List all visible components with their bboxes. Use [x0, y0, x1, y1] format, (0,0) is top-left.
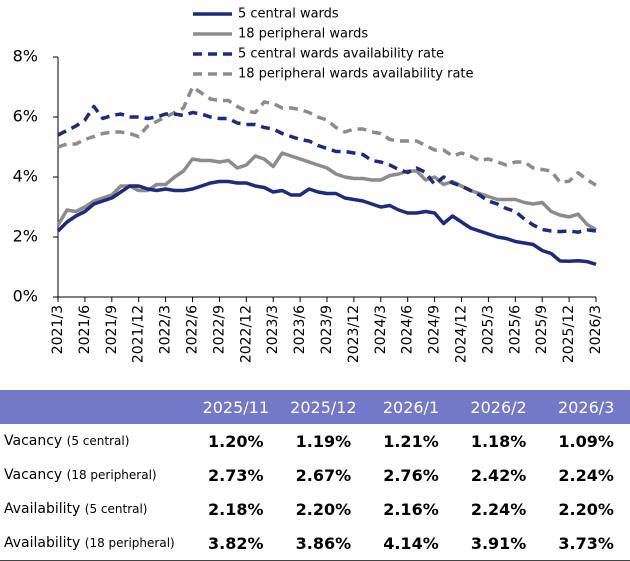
table-cell: 1.21% [383, 431, 439, 451]
x-tick-label: 2026/3 [588, 305, 604, 354]
table-cell: 2.18% [208, 499, 264, 519]
row-label: Availability (5 central) [0, 492, 192, 526]
x-tick-label: 2023/9 [319, 305, 335, 354]
data-table: 2025/11 2025/12 2026/1 2026/2 2026/3 Vacancy… [0, 390, 630, 561]
row-label-main: Vacancy [4, 467, 63, 483]
column-header: 2026/1 [367, 390, 455, 424]
table-row: Availability (18 peripheral) 3.82% 3.86% 4.… [0, 526, 630, 561]
table-cell: 4.14% [383, 533, 439, 553]
row-label-sub: (18 peripheral) [84, 536, 175, 550]
table-cell: 2.24% [470, 499, 527, 519]
row-label: Vacancy (5 central) [0, 424, 192, 458]
x-tick-label: 2022/9 [211, 305, 227, 354]
y-tick-label: 6% [13, 107, 38, 126]
x-tick-label: 2022/6 [185, 305, 201, 354]
legend-label: 5 central wards availability rate [238, 47, 444, 62]
row-label-sub: (18 peripheral) [66, 468, 157, 482]
table-cell: 3.86% [295, 533, 352, 553]
column-header: 2025/12 [279, 390, 368, 424]
table-cell: 2.24% [558, 465, 614, 485]
table-cell: 1.20% [208, 431, 264, 451]
table-cell: 3.82% [208, 533, 264, 553]
table-cell: 2.76% [383, 465, 439, 485]
column-header: 2026/2 [454, 390, 543, 424]
column-header: 2026/3 [542, 390, 630, 424]
row-label-sub: (5 central) [84, 502, 148, 516]
series-line [57, 85, 597, 187]
legend-label: 18 peripheral wards [238, 27, 368, 42]
row-label-sub: (5 central) [66, 434, 130, 448]
x-tick-label: 2022/3 [158, 305, 174, 354]
table-body: Vacancy (5 central) 1.20% 1.19% 1.21% 1.18% 1… [0, 424, 630, 561]
chart: 0% 2% 4% 6% 8% 2021/3 2021/6 2021/9 2021/12 2022/… [13, 7, 604, 364]
x-tick-label: 2024/3 [373, 305, 389, 354]
x-tick-label: 2024/9 [427, 305, 443, 354]
table-cell: 3.73% [558, 533, 614, 553]
row-label-main: Availability [4, 535, 81, 551]
table-row: Vacancy (5 central) 1.20% 1.19% 1.21% 1.18% 1… [0, 424, 630, 458]
table-cell: 2.16% [383, 499, 439, 519]
table-cell: 2.42% [470, 465, 527, 485]
table-cell: 1.19% [295, 431, 352, 451]
x-tick-label: 2025/12 [561, 305, 577, 363]
row-label-main: Vacancy [4, 433, 63, 449]
header-blank [0, 390, 192, 424]
y-tick-label: 4% [13, 167, 38, 186]
x-tick-label: 2025/3 [480, 305, 496, 354]
x-tick-label: 2023/12 [346, 305, 362, 363]
table-cell: 3.91% [470, 533, 527, 553]
x-tick-label: 2025/9 [534, 305, 550, 354]
x-tick-label: 2021/12 [131, 305, 147, 363]
table-cell: 2.20% [295, 499, 352, 519]
table-cell: 2.20% [558, 499, 614, 519]
x-tick-label: 2021/3 [50, 305, 66, 354]
row-label: Vacancy (18 peripheral) [0, 458, 192, 492]
y-tick-label: 0% [13, 287, 38, 306]
x-tick-label: 2024/12 [454, 305, 470, 363]
series-line [57, 104, 597, 234]
table-cell: 2.73% [208, 465, 264, 485]
y-tick-label: 2% [13, 227, 38, 246]
y-tick-label: 8% [13, 47, 38, 66]
legend-label: 18 peripheral wards availability rate [238, 67, 474, 82]
x-tick-label: 2023/3 [265, 305, 281, 354]
x-tick-label: 2021/6 [77, 305, 93, 354]
table-row: Availability (5 central) 2.18% 2.20% 2.16% 2… [0, 492, 630, 526]
table-cell: 1.09% [558, 431, 614, 451]
x-tick-label: 2022/12 [238, 305, 254, 363]
x-tick-label: 2025/6 [507, 305, 523, 354]
table-cell: 2.67% [295, 465, 352, 485]
series-line [56, 179, 597, 266]
table-cell: 1.18% [470, 431, 527, 451]
legend-label: 5 central wards [238, 7, 339, 22]
row-label: Availability (18 peripheral) [0, 526, 192, 561]
column-header: 2025/11 [192, 390, 280, 424]
x-tick-label: 2023/6 [292, 305, 308, 354]
header-row: 2025/11 2025/12 2026/1 2026/2 2026/3 [0, 390, 630, 424]
table-row: Vacancy (18 peripheral) 2.73% 2.67% 2.76% 2.… [0, 458, 630, 492]
x-tick-label: 2021/9 [104, 305, 120, 354]
series-line [56, 151, 597, 232]
x-tick-label: 2024/6 [400, 305, 416, 354]
row-label-main: Availability [4, 501, 81, 517]
